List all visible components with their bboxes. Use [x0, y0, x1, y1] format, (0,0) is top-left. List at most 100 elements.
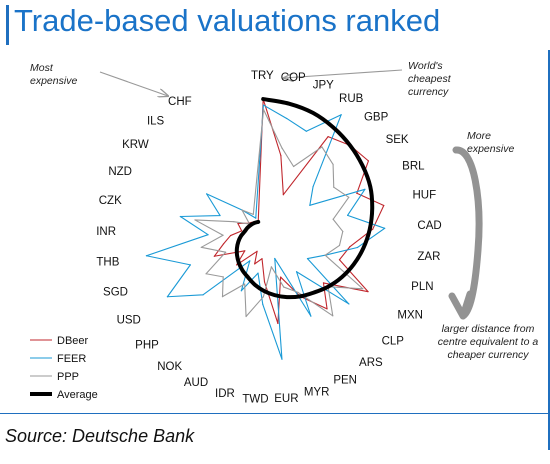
point-dbeer-sek	[367, 160, 370, 162]
category-label-ils: ILS	[147, 115, 165, 127]
point-ppp-idr	[245, 315, 247, 318]
category-label-mxn: MXN	[397, 310, 423, 322]
category-label-pen: PEN	[333, 374, 357, 386]
annotation-arrows	[99, 69, 483, 320]
point-ppp-usd	[205, 273, 207, 275]
point-ppp-pln	[324, 254, 326, 256]
point-dbeer-myr	[280, 276, 282, 278]
point-feer-pen	[310, 315, 312, 317]
category-label-cop: COP	[281, 72, 306, 84]
series-dbeer-line	[213, 98, 385, 324]
point-dbeer-czk	[241, 230, 243, 232]
point-feer-nok	[249, 260, 251, 262]
category-label-nok: NOK	[157, 361, 182, 373]
point-average-pen	[299, 295, 301, 297]
point-feer-gbp	[312, 186, 314, 188]
point-dbeer-nzd	[237, 222, 239, 225]
point-average-sek	[361, 164, 364, 167]
chart-title: Trade-based valuations ranked	[14, 3, 441, 38]
point-feer-brl	[364, 188, 366, 190]
point-feer-php	[202, 294, 204, 296]
annotation-most-expensive-line1: Most	[30, 62, 53, 74]
source-note: Source: Deutsche Bank	[5, 426, 195, 446]
point-dbeer-mxn	[367, 291, 369, 293]
category-label-chf: CHF	[168, 96, 192, 108]
point-feer-chf	[255, 217, 257, 219]
category-label-myr: MYR	[304, 387, 330, 399]
point-ppp-ars	[332, 315, 334, 317]
point-average-jpy	[312, 112, 314, 114]
category-label-gbp: GBP	[364, 111, 389, 123]
point-average-try	[262, 98, 264, 100]
point-feer-eur	[281, 358, 283, 360]
category-label-ars: ARS	[359, 357, 383, 369]
point-average-pln	[353, 263, 355, 265]
point-feer-huf	[347, 214, 349, 216]
point-ppp-mxn	[362, 288, 364, 290]
point-ppp-rub	[321, 146, 323, 148]
point-dbeer-cad	[372, 228, 374, 230]
annotation-more-expensive: More expensive	[467, 130, 514, 156]
point-dbeer-ars	[326, 308, 328, 310]
category-label-eur: EUR	[274, 393, 298, 405]
point-feer-myr	[274, 257, 276, 260]
point-feer-aud	[240, 290, 242, 292]
point-dbeer-usd	[244, 250, 246, 252]
legend-label-average: Average	[57, 389, 98, 401]
point-ppp-aud	[244, 283, 246, 285]
point-feer-inr	[207, 234, 209, 236]
category-label-try: TRY	[251, 70, 274, 82]
point-ppp-php	[222, 276, 224, 278]
point-feer-krw	[206, 193, 208, 195]
point-dbeer-thb	[222, 243, 225, 245]
point-dbeer-twd	[263, 281, 266, 283]
annotation-distance-line3: cheaper currency	[447, 349, 529, 361]
category-label-sgd: SGD	[103, 287, 128, 299]
arrow-cheapest	[284, 69, 403, 78]
point-ppp-sgd	[225, 251, 227, 253]
point-average-cad	[369, 228, 371, 231]
point-dbeer-pln	[338, 259, 341, 261]
point-average-ars	[313, 292, 315, 294]
annotation-more-expensive-line2: expensive	[467, 143, 515, 155]
point-ppp-zar	[338, 244, 341, 247]
arrow-most-expensive	[99, 71, 168, 96]
point-average-idr	[254, 284, 256, 286]
point-average-eur	[274, 294, 276, 296]
point-dbeer-sgd	[213, 255, 215, 257]
category-label-brl: BRL	[402, 160, 425, 172]
category-label-pln: PLN	[411, 281, 433, 293]
point-feer-nzd	[219, 214, 221, 217]
point-ppp-czk	[194, 219, 196, 221]
point-dbeer-rub	[327, 136, 329, 138]
point-ppp-pen	[297, 291, 299, 293]
category-label-aud: AUD	[184, 377, 208, 389]
point-average-huf	[371, 208, 373, 210]
point-dbeer-eur	[277, 322, 279, 325]
point-ppp-ils	[241, 209, 243, 211]
annotation-most-expensive-line2: expensive	[30, 75, 78, 87]
category-label-czk: CZK	[99, 195, 122, 207]
legend-label-dbeer: DBeer	[57, 335, 89, 347]
category-label-cad: CAD	[417, 220, 441, 232]
point-feer-thb	[145, 255, 148, 257]
annotation-cheapest-line3: currency	[408, 86, 449, 98]
point-dbeer-jpy	[282, 194, 284, 196]
point-average-mxn	[341, 276, 343, 278]
point-ppp-myr	[283, 286, 285, 288]
point-ppp-nok	[221, 296, 224, 298]
point-ppp-huf	[332, 218, 334, 220]
point-feer-mxn	[306, 257, 309, 260]
point-dbeer-brl	[356, 192, 358, 194]
category-label-clp: CLP	[382, 335, 405, 347]
point-feer-jpy	[305, 130, 307, 132]
point-dbeer-inr	[229, 234, 232, 237]
category-label-zar: ZAR	[417, 251, 440, 263]
point-dbeer-php	[236, 264, 238, 266]
point-ppp-brl	[348, 196, 350, 198]
category-label-nzd: NZD	[108, 166, 132, 178]
right-frame-rule	[548, 50, 550, 450]
point-ppp-jpy	[292, 165, 295, 168]
point-feer-czk	[179, 215, 181, 218]
